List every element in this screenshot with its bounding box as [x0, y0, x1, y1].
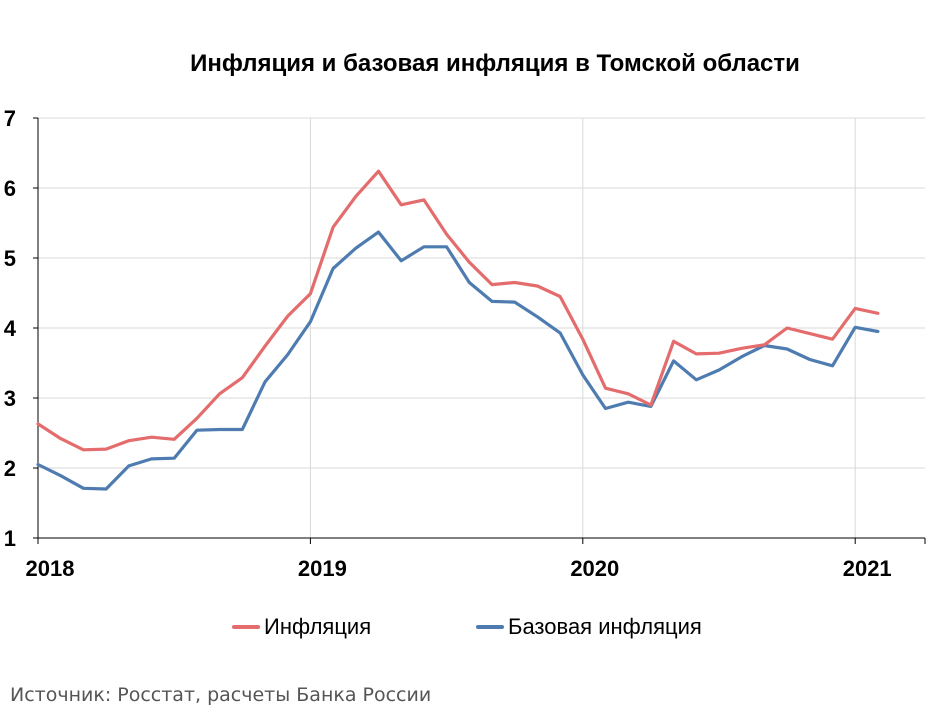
legend-label-core-inflation: Базовая инфляция — [508, 614, 702, 639]
legend: Инфляция Базовая инфляция — [0, 614, 950, 644]
x-tick-label: 2021 — [843, 556, 892, 581]
x-tick-label: 2018 — [26, 556, 75, 581]
legend-swatch-core-inflation — [476, 625, 504, 629]
series-lines — [36, 169, 880, 491]
legend-label-inflation: Инфляция — [264, 614, 372, 639]
legend-swatch-inflation — [232, 625, 260, 629]
line-chart: 1 2 3 4 5 6 7 2018 2019 2020 2021 — [4, 106, 926, 581]
y-tick-label: 3 — [4, 386, 16, 411]
chart-title: Инфляция и базовая инфляция в Томской об… — [190, 50, 800, 77]
legend-item-inflation: Инфляция — [232, 614, 371, 640]
y-tick-label: 1 — [4, 526, 16, 551]
x-tick-label: 2019 — [298, 556, 347, 581]
y-tick-label: 2 — [4, 456, 16, 481]
y-tick-label: 4 — [4, 316, 17, 341]
grid-lines — [38, 117, 925, 538]
x-tick-label: 2020 — [570, 556, 619, 581]
y-tick-label: 6 — [4, 176, 16, 201]
source-note: Источник: Росстат, расчеты Банка России — [10, 684, 432, 706]
x-axis-ticks: 2018 2019 2020 2021 — [26, 538, 926, 581]
y-tick-label: 7 — [4, 106, 16, 131]
y-tick-label: 5 — [4, 246, 16, 271]
core-inflation-line — [36, 230, 880, 491]
legend-item-core-inflation: Базовая инфляция — [476, 614, 702, 640]
y-axis-ticks: 1 2 3 4 5 6 7 — [4, 106, 38, 551]
inflation-line — [36, 169, 880, 452]
